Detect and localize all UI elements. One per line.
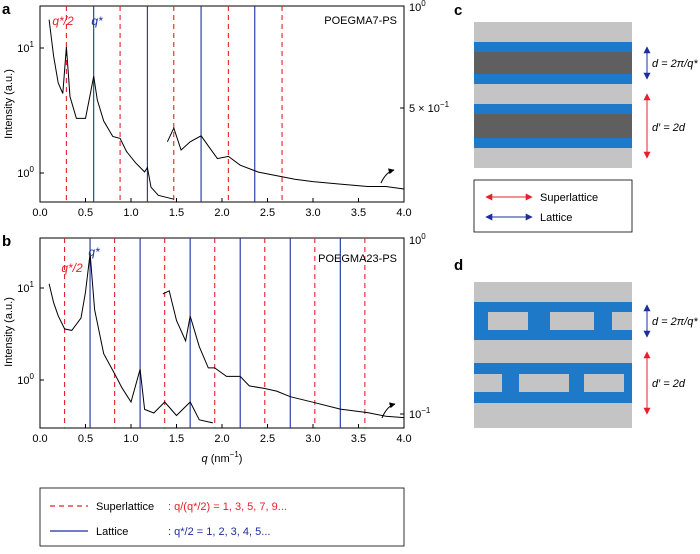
series-right-axis-curve bbox=[162, 290, 405, 419]
panel-b-sample-label: POEGMA23-PS bbox=[318, 253, 397, 265]
panel-c-legend-box bbox=[473, 179, 633, 233]
x-tick-label: 3.5 bbox=[351, 207, 366, 219]
panel-c-legend-lattice: Lattice bbox=[540, 212, 572, 224]
panel-b-ytick-left-10: 101 bbox=[17, 280, 34, 295]
x-tick-label: 2.5 bbox=[260, 207, 275, 219]
panel-b-ytick-left-1: 100 bbox=[17, 372, 34, 387]
panel-b-right-axis-arrow bbox=[381, 402, 396, 419]
x-tick-label: 0.5 bbox=[78, 207, 93, 219]
panel-b-ylabel: Intensity (a.u.) bbox=[3, 297, 15, 367]
panel-a-ytick-right-half: 5 × 10−1 bbox=[409, 100, 450, 115]
panel-d-perforated-schematic: d d = 2π/q* d′ = 2d bbox=[454, 257, 698, 428]
x-tick-label: 2.0 bbox=[214, 207, 229, 219]
panel-a-ytick-left-1: 100 bbox=[17, 165, 34, 180]
x-tick-label: 4.0 bbox=[396, 207, 411, 219]
panel-a-letter: a bbox=[2, 1, 11, 18]
legend-lattice-name: Lattice bbox=[96, 526, 128, 538]
panel-a-sample-label: POEGMA7-PS bbox=[324, 15, 397, 27]
panel-b-qstar-label: q* bbox=[88, 245, 100, 259]
panel-b-x-ticks: 0.0 0.5 1.0 1.5 2.0 2.5 3.0 3.5 4.0 bbox=[32, 424, 412, 445]
panel-a-ytick-left-10: 101 bbox=[17, 40, 34, 55]
panel-a-curves bbox=[48, 19, 405, 200]
x-tick-label: 0.0 bbox=[32, 207, 47, 219]
panel-a-frame bbox=[39, 5, 405, 203]
x-tick-label: 2.5 bbox=[260, 433, 275, 445]
panel-b-curves bbox=[48, 253, 405, 424]
panel-c-letter: c bbox=[454, 2, 462, 19]
series-left-axis-curve bbox=[48, 19, 174, 200]
panel-c-dark-layer bbox=[474, 52, 632, 74]
panel-d-d-label: d = 2π/q* bbox=[652, 316, 698, 328]
panel-b-letter: b bbox=[2, 233, 11, 250]
legend-lattice-rule: : q*/2 = 1, 2, 3, 4, 5... bbox=[168, 526, 270, 538]
panel-d-dprime-label: d′ = 2d bbox=[652, 378, 686, 390]
panel-a-qhalf-label: q*/2 bbox=[52, 14, 74, 28]
panel-a-right-axis-arrow bbox=[380, 168, 395, 184]
panel-c-dark-layer bbox=[474, 114, 632, 138]
panel-c-dprime-label: d′ = 2d bbox=[652, 122, 686, 134]
x-tick-label: 0.0 bbox=[32, 433, 47, 445]
x-tick-label: 3.0 bbox=[305, 433, 320, 445]
x-tick-label: 3.0 bbox=[305, 207, 320, 219]
panel-a-x-ticks: 0.0 0.5 1.0 1.5 2.0 2.5 3.0 3.5 4.0 bbox=[32, 198, 412, 219]
panel-d-perforations bbox=[474, 312, 632, 392]
panel-a-chart: a 0.0 0.5 1.0 1.5 2.0 2.5 3.0 3.5 4.0 101 100 10… bbox=[2, 0, 450, 219]
panel-d-letter: d bbox=[454, 257, 463, 274]
panel-b-guide-lines bbox=[64, 238, 366, 428]
x-tick-label: 1.0 bbox=[123, 207, 138, 219]
panel-b-ytick-right-1: 100 bbox=[409, 232, 426, 247]
x-tick-label: 1.5 bbox=[169, 433, 184, 445]
x-tick-label: 0.5 bbox=[78, 433, 93, 445]
panel-b-chart: b 0.0 0.5 1.0 1.5 2.0 2.5 3.0 3.5 4.0 101 100 10… bbox=[2, 232, 431, 465]
panel-c-blue-layer bbox=[474, 104, 632, 114]
panel-a-guide-lines bbox=[65, 6, 283, 202]
bottom-legend: Superlattice : q/(q*/2) = 1, 3, 5, 7, 9.… bbox=[39, 487, 405, 547]
panel-c-lamellar-schematic: c d = 2π/q* d′ = 2d Superlattice Lattice bbox=[454, 2, 698, 233]
x-tick-label: 4.0 bbox=[396, 433, 411, 445]
panel-b-frame bbox=[39, 237, 405, 429]
panel-a-ytick-right-1: 100 bbox=[409, 0, 426, 14]
panel-c-blue-layer bbox=[474, 74, 632, 84]
panel-b-xlabel: q (nm−1) bbox=[202, 450, 243, 465]
series-left-axis-curve bbox=[48, 253, 214, 424]
panel-c-legend-superlattice: Superlattice bbox=[540, 192, 598, 204]
panel-b-ytick-right-01: 10−1 bbox=[409, 406, 431, 421]
panel-a-qstar-label: q* bbox=[91, 14, 103, 28]
panel-c-d-label: d = 2π/q* bbox=[652, 58, 698, 70]
series-right-axis-curve bbox=[166, 126, 405, 190]
bottom-legend-box bbox=[39, 487, 405, 547]
x-tick-label: 1.5 bbox=[169, 207, 184, 219]
x-tick-label: 2.0 bbox=[214, 433, 229, 445]
panel-c-blue-layer bbox=[474, 42, 632, 52]
panel-a-ylabel: Intensity (a.u.) bbox=[3, 69, 15, 139]
panel-b-qhalf-label: q*/2 bbox=[61, 261, 83, 275]
panel-c-blue-layer bbox=[474, 138, 632, 148]
legend-superlattice-name: Superlattice bbox=[96, 501, 154, 513]
x-tick-label: 3.5 bbox=[351, 433, 366, 445]
x-tick-label: 1.0 bbox=[123, 433, 138, 445]
legend-superlattice-rule: : q/(q*/2) = 1, 3, 5, 7, 9... bbox=[168, 501, 287, 513]
